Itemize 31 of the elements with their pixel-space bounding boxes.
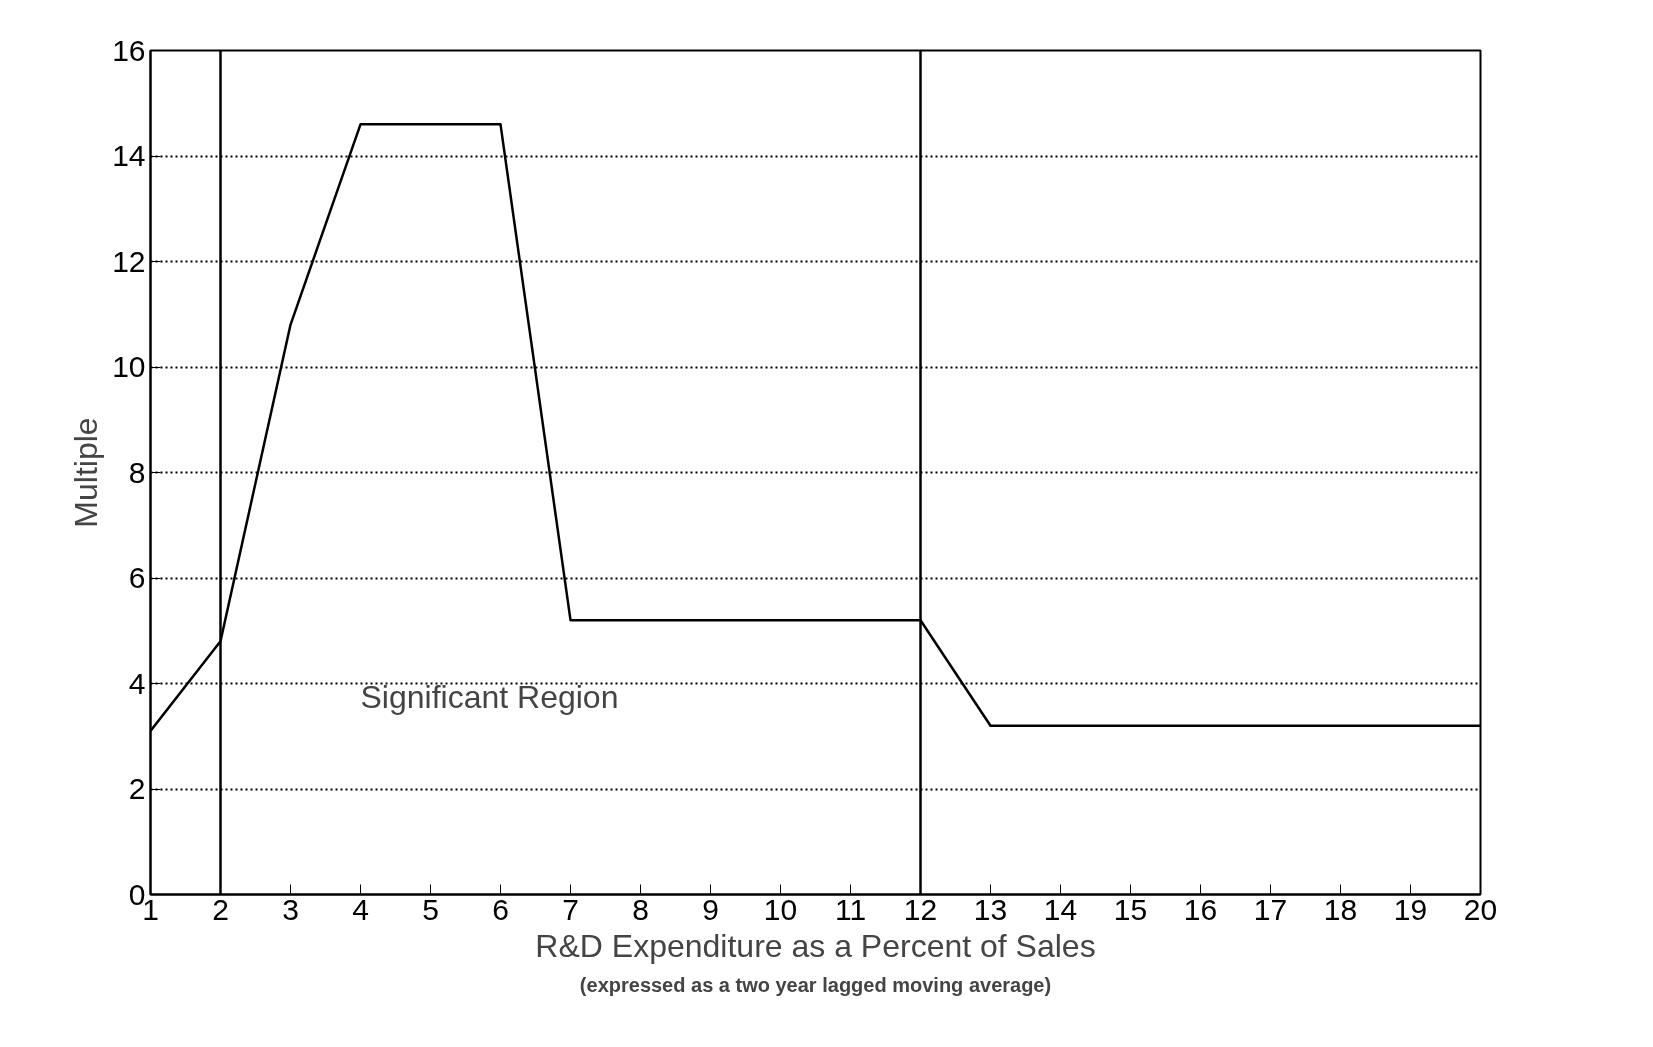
y-tick-label: 8	[128, 455, 146, 489]
x-tick-label: 4	[352, 892, 369, 926]
y-tick-label: 14	[112, 139, 146, 172]
annotation: Significant Region	[360, 679, 619, 716]
y-tick-label: 4	[128, 666, 146, 700]
x-tick-label: 8	[632, 892, 649, 926]
text: (expressed as a two year lagged moving average)	[579, 973, 1052, 996]
y-axis-title: Multiple	[68, 417, 105, 528]
x-tick-label: 19	[1393, 892, 1428, 926]
x-tick-label: 5	[422, 892, 439, 926]
x-tick-label: 16	[1183, 892, 1218, 926]
x-tick-label: 18	[1323, 892, 1358, 926]
x-axis-title: R&D Expenditure as a Percent of Sales	[535, 927, 1096, 964]
x-tick-label: 12	[903, 892, 938, 926]
y-tick-label: 12	[112, 244, 146, 278]
y-tick-label: 2	[128, 772, 146, 805]
x-tick-label: 15	[1113, 892, 1148, 926]
y-tick-label: 6	[128, 561, 146, 594]
x-tick-label: 17	[1253, 892, 1288, 926]
x-tick-label: 2	[212, 892, 229, 926]
x-tick-label: 7	[562, 892, 579, 926]
x-tick-label: 11	[834, 892, 867, 926]
x-tick-label: 3	[282, 892, 299, 926]
x-tick-label: 10	[763, 892, 798, 926]
x-tick-label: 6	[492, 892, 509, 926]
y-tick-label: 10	[112, 350, 146, 383]
y-tick-label: 16	[112, 33, 146, 67]
x-tick-label: 14	[1043, 892, 1078, 926]
x-tick-label: 13	[973, 892, 1008, 926]
x-tick-label: 9	[702, 892, 719, 926]
x-tick-label: 20	[1463, 892, 1498, 926]
